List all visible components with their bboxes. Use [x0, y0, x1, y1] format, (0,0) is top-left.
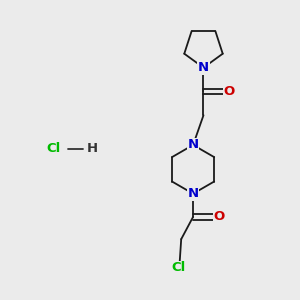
Text: H: H: [86, 142, 98, 155]
Text: Cl: Cl: [171, 262, 185, 275]
Text: Cl: Cl: [46, 142, 61, 155]
Text: N: N: [198, 61, 209, 74]
Text: O: O: [224, 85, 235, 98]
Text: O: O: [213, 210, 225, 224]
Text: N: N: [188, 138, 199, 152]
Text: N: N: [188, 187, 199, 200]
